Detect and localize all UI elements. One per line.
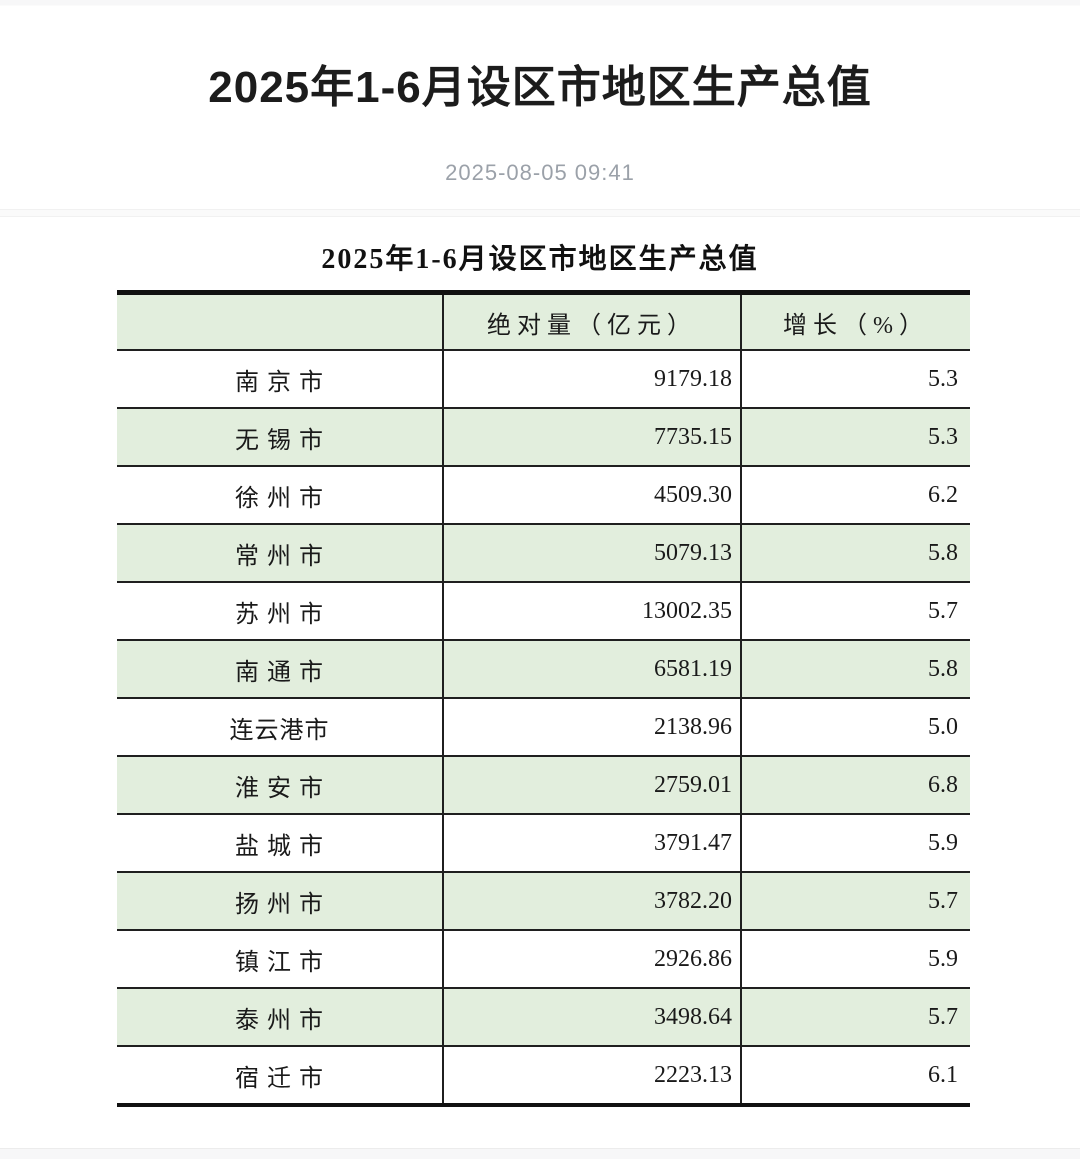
top-strip: [0, 0, 1080, 6]
page-title: 2025年1-6月设区市地区生产总值: [208, 63, 872, 112]
table-body: 南 京 市 9179.18 5.3 无 锡 市 7735.15 5.3 徐 州 市 4509.…: [117, 350, 970, 1106]
footer-strip: [0, 1148, 1080, 1159]
city-cell: 淮 安 市: [117, 756, 443, 815]
growth-cell: 6.1: [741, 1046, 970, 1106]
city-cell: 连云港市: [117, 698, 443, 757]
value-cell: 4509.30: [442, 466, 742, 525]
value-cell: 2138.96: [442, 698, 742, 757]
value-cell: 3791.47: [442, 814, 742, 873]
city-cell: 常 州 市: [117, 524, 443, 583]
value-cell: 9179.18: [442, 350, 742, 409]
document-header: 2025年1-6月设区市地区生产总值 2025-08-05 09:41: [0, 62, 1080, 186]
table-title: 2025年1-6月设区市地区生产总值: [321, 244, 759, 275]
table-header-row: 绝对量（亿元） 增长（%）: [117, 292, 970, 351]
value-cell: 2759.01: [442, 756, 742, 815]
growth-cell: 5.3: [741, 350, 970, 409]
growth-cell: 5.8: [741, 524, 970, 583]
table-row: 淮 安 市 2759.01 6.8: [117, 756, 970, 815]
value-cell: 3498.64: [442, 988, 742, 1047]
table-row: 连云港市 2138.96 5.0: [117, 698, 970, 757]
table-row: 徐 州 市 4509.30 6.2: [117, 466, 970, 525]
value-cell: 2223.13: [442, 1046, 742, 1106]
value-cell: 2926.86: [442, 930, 742, 989]
city-cell: 苏 州 市: [117, 582, 443, 641]
header-growth-column: 增长（%）: [741, 292, 970, 351]
table-row: 扬 州 市 3782.20 5.7: [117, 872, 970, 931]
city-cell: 宿 迁 市: [117, 1046, 443, 1106]
growth-cell: 5.7: [741, 872, 970, 931]
header-city-column: [117, 292, 443, 351]
growth-cell: 6.2: [741, 466, 970, 525]
city-cell: 徐 州 市: [117, 466, 443, 525]
city-cell: 南 京 市: [117, 350, 443, 409]
table-row: 南 通 市 6581.19 5.8: [117, 640, 970, 699]
growth-cell: 5.9: [741, 930, 970, 989]
table-row: 宿 迁 市 2223.13 6.1: [117, 1046, 970, 1106]
city-cell: 扬 州 市: [117, 872, 443, 931]
table-row: 常 州 市 5079.13 5.8: [117, 524, 970, 583]
publish-date: 2025-08-05 09:41: [445, 160, 635, 185]
table-row: 镇 江 市 2926.86 5.9: [117, 930, 970, 989]
header-absolute-value-column: 绝对量（亿元）: [442, 292, 742, 351]
table-row: 泰 州 市 3498.64 5.7: [117, 988, 970, 1047]
growth-cell: 5.0: [741, 698, 970, 757]
value-cell: 7735.15: [442, 408, 742, 467]
value-cell: 5079.13: [442, 524, 742, 583]
gdp-table: 绝对量（亿元） 增长（%） 南 京 市 9179.18 5.3 无 锡 市 7735.1…: [117, 290, 970, 1107]
table-row: 苏 州 市 13002.35 5.7: [117, 582, 970, 641]
city-cell: 泰 州 市: [117, 988, 443, 1047]
city-cell: 盐 城 市: [117, 814, 443, 873]
growth-cell: 5.8: [741, 640, 970, 699]
growth-cell: 5.9: [741, 814, 970, 873]
table-row: 盐 城 市 3791.47 5.9: [117, 814, 970, 873]
city-cell: 无 锡 市: [117, 408, 443, 467]
value-cell: 3782.20: [442, 872, 742, 931]
growth-cell: 5.7: [741, 988, 970, 1047]
value-cell: 13002.35: [442, 582, 742, 641]
table-row: 无 锡 市 7735.15 5.3: [117, 408, 970, 467]
value-cell: 6581.19: [442, 640, 742, 699]
growth-cell: 6.8: [741, 756, 970, 815]
city-cell: 南 通 市: [117, 640, 443, 699]
growth-cell: 5.3: [741, 408, 970, 467]
table-row: 南 京 市 9179.18 5.3: [117, 350, 970, 409]
city-cell: 镇 江 市: [117, 930, 443, 989]
growth-cell: 5.7: [741, 582, 970, 641]
section-divider: [0, 209, 1080, 217]
